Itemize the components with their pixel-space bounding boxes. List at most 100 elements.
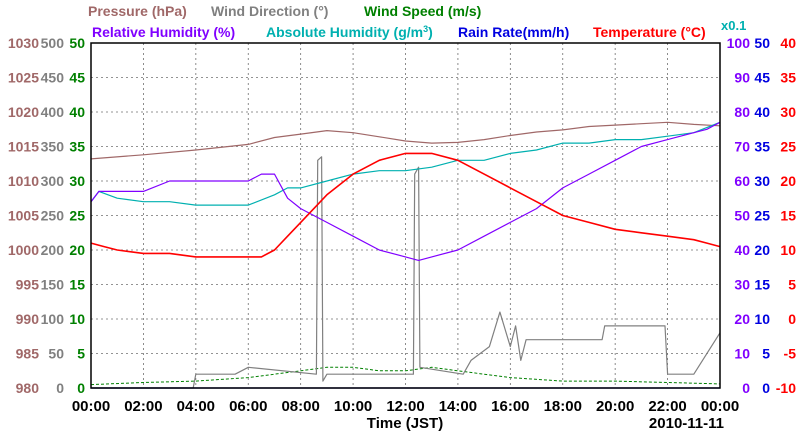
tick-label-wind-speed: 20 (69, 242, 85, 258)
tick-label-rain-rate: 40 (754, 104, 770, 120)
tick-label-wind-speed: 40 (69, 104, 85, 120)
tick-label-wind-direction: 300 (41, 173, 65, 189)
tick-label-humidity: 40 (734, 242, 750, 258)
title-rain-rate: Rain Rate(mm/h) (458, 24, 569, 40)
title-temperature: Temperature (°C) (593, 24, 706, 40)
series-temperature (90, 152, 721, 258)
tick-label-rain-rate: 20 (754, 242, 770, 258)
x-tick-label: 00:00 (701, 398, 739, 415)
series-relative-humidity (90, 121, 721, 261)
tick-label-rain-rate: 0 (762, 380, 770, 396)
tick-label-temperature: 20 (780, 173, 796, 189)
tick-label-pressure: 1005 (8, 208, 39, 224)
tick-label-pressure: 1025 (8, 70, 39, 86)
tick-label-temperature: 25 (780, 139, 796, 155)
tick-label-wind-speed: 45 (69, 70, 85, 86)
tick-labels: 1030102510201015101010051000995990985980… (8, 35, 796, 415)
tick-label-pressure: 985 (16, 346, 40, 362)
title-wind-direction: Wind Direction (°) (211, 3, 328, 19)
tick-label-wind-direction: 50 (48, 346, 64, 362)
tick-label-rain-rate: 35 (754, 139, 770, 155)
tick-label-rain-rate: 5 (762, 346, 770, 362)
tick-label-humidity: 30 (734, 277, 750, 293)
tick-label-humidity: 70 (734, 139, 750, 155)
tick-label-humidity: 80 (734, 104, 750, 120)
tick-label-humidity: 0 (742, 380, 750, 396)
series-wind-speed (90, 366, 721, 386)
tick-label-wind-direction: 200 (41, 242, 65, 258)
x-tick-label: 18:00 (544, 398, 582, 415)
tick-label-rain-rate: 50 (754, 35, 770, 51)
tick-label-pressure: 980 (16, 380, 40, 396)
tick-label-wind-speed: 0 (77, 380, 85, 396)
x-tick-label: 14:00 (439, 398, 477, 415)
tick-label-wind-speed: 50 (69, 35, 85, 51)
x-tick-label: 04:00 (177, 398, 215, 415)
tick-label-wind-direction: 250 (41, 208, 65, 224)
tick-label-humidity: 20 (734, 311, 750, 327)
tick-label-rain-rate: 25 (754, 208, 770, 224)
tick-label-wind-speed: 30 (69, 173, 85, 189)
tick-label-wind-direction: 450 (41, 70, 65, 86)
title-absolute-humidity: Absolute Humidity (g/m3) (266, 24, 433, 40)
tick-label-wind-speed: 35 (69, 139, 85, 155)
tick-label-rain-rate: 10 (754, 311, 770, 327)
tick-label-wind-speed: 15 (69, 277, 85, 293)
tick-label-wind-speed: 10 (69, 311, 85, 327)
x-tick-label: 12:00 (386, 398, 424, 415)
series-absolute-humidity (90, 121, 721, 206)
tick-label-rain-rate: 15 (754, 277, 770, 293)
tick-label-pressure: 1000 (8, 242, 39, 258)
x-tick-label: 02:00 (124, 398, 162, 415)
tick-label-humidity: 90 (734, 70, 750, 86)
title-relative-humidity: Relative Humidity (%) (92, 24, 235, 40)
title-pressure: Pressure (hPa) (88, 3, 187, 19)
tick-label-temperature: -10 (776, 380, 796, 396)
tick-label-wind-direction: 0 (56, 380, 64, 396)
x-tick-label: 20:00 (596, 398, 634, 415)
tick-label-wind-direction: 100 (41, 311, 65, 327)
tick-label-temperature: 35 (780, 70, 796, 86)
tick-label-temperature: -5 (784, 346, 797, 362)
series-wind-direction (91, 156, 721, 389)
tick-label-wind-speed: 5 (77, 346, 85, 362)
title-absolute-humidity-sup: 3 (423, 24, 428, 34)
tick-label-temperature: 10 (780, 242, 796, 258)
x-axis-label: Time (JST) (367, 415, 443, 432)
tick-label-pressure: 990 (16, 311, 40, 327)
series-pressure (90, 121, 721, 160)
x-tick-label: 10:00 (334, 398, 372, 415)
title-absolute-humidity-main: Absolute Humidity (g/m (266, 24, 423, 40)
tick-label-temperature: 40 (780, 35, 796, 51)
tick-label-wind-direction: 150 (41, 277, 65, 293)
tick-label-pressure: 1010 (8, 173, 39, 189)
tick-label-pressure: 1030 (8, 35, 39, 51)
tick-label-humidity: 60 (734, 173, 750, 189)
tick-label-wind-direction: 400 (41, 104, 65, 120)
x-tick-label: 16:00 (491, 398, 529, 415)
title-wind-speed: Wind Speed (m/s) (364, 3, 481, 19)
x-tick-label: 22:00 (648, 398, 686, 415)
tick-label-temperature: 15 (780, 208, 796, 224)
tick-label-pressure: 995 (16, 277, 40, 293)
tick-label-wind-direction: 500 (41, 35, 65, 51)
tick-label-wind-direction: 350 (41, 139, 65, 155)
tick-label-wind-speed: 25 (69, 208, 85, 224)
x-tick-label: 06:00 (229, 398, 267, 415)
tick-label-rain-rate: 30 (754, 173, 770, 189)
tick-label-temperature: 0 (788, 311, 796, 327)
tick-label-temperature: 30 (780, 104, 796, 120)
tick-label-humidity: 100 (727, 35, 751, 51)
tick-label-rain-rate: 45 (754, 70, 770, 86)
x-tick-label: 08:00 (281, 398, 319, 415)
tick-label-pressure: 1020 (8, 104, 39, 120)
title-absolute-humidity-close: ) (428, 24, 433, 40)
tick-label-humidity: 10 (734, 346, 750, 362)
x-tick-label: 00:00 (72, 398, 110, 415)
tick-label-humidity: 50 (734, 208, 750, 224)
date-label: 2010-11-11 (649, 415, 724, 432)
rain-scale-label: x0.1 (721, 18, 746, 33)
tick-label-temperature: 5 (788, 277, 796, 293)
